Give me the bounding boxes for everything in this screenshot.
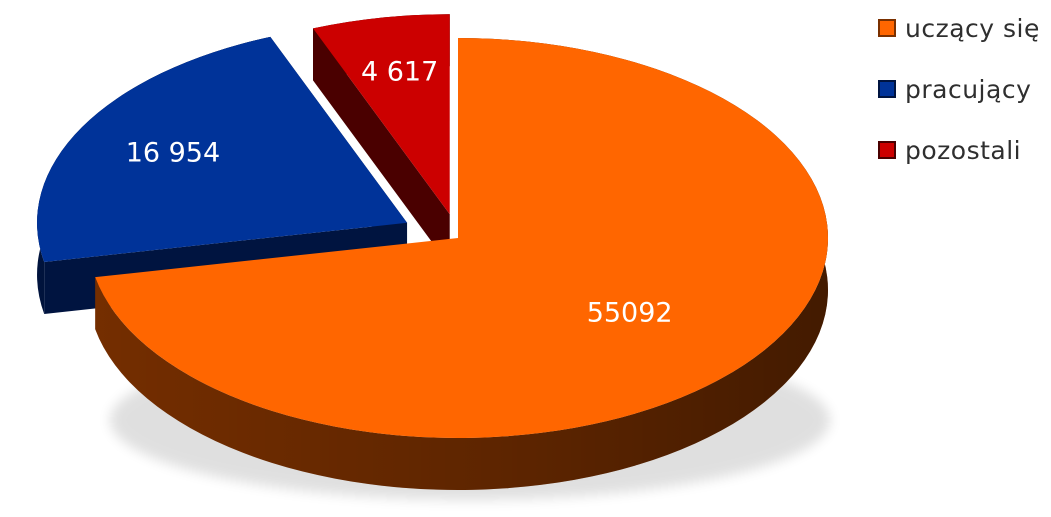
- pie-slice-wall: [313, 28, 450, 267]
- data-label: 55092: [587, 298, 673, 329]
- data-label: 16 954: [126, 138, 220, 169]
- pie-slice-2: [313, 14, 450, 215]
- data-label: 4 617: [361, 56, 438, 87]
- pie-slice-1: [37, 36, 408, 262]
- legend-label: uczący się: [905, 13, 1040, 43]
- legend-item-pracujacy: pracujący: [878, 73, 1040, 105]
- legend-item-uczacy-sie: uczący się: [878, 12, 1040, 44]
- legend: uczący się pracujący pozostali: [878, 12, 1040, 195]
- legend-swatch-icon: [878, 19, 896, 37]
- legend-item-pozostali: pozostali: [878, 134, 1040, 166]
- legend-swatch-icon: [878, 141, 896, 159]
- pie-slice-0: [95, 38, 828, 439]
- legend-swatch-icon: [878, 80, 896, 98]
- legend-label: pozostali: [905, 135, 1022, 165]
- legend-label: pracujący: [905, 74, 1032, 104]
